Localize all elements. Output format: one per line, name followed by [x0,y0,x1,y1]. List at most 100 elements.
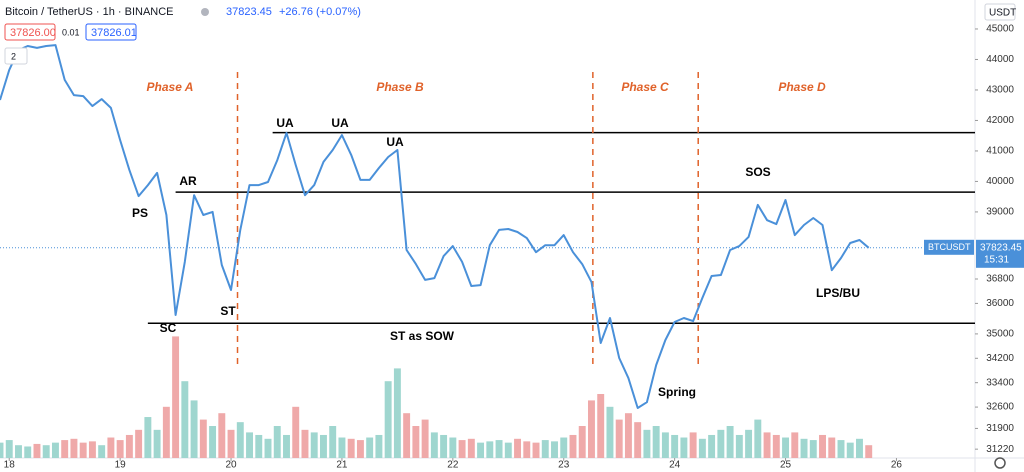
volume-bar [588,400,595,458]
annotation: SOS [745,165,770,179]
ask[interactable]: 37826.01 [91,27,137,39]
volume-bar [569,434,577,458]
volume-bar [440,434,448,458]
x-tick-label: 18 [4,460,16,471]
volume-bar [819,434,826,458]
volume-bar [79,442,87,458]
currency[interactable]: USDT [989,8,1016,19]
volume-bar [754,419,762,458]
volume-bar [661,432,669,458]
volume-bar [236,422,244,458]
volume-bar [726,426,734,458]
volume-bar [125,434,133,458]
status-dot [201,8,209,16]
volume-bar [209,426,217,458]
x-tick-label: 20 [225,460,237,471]
volume-bar [181,381,189,458]
bid[interactable]: 37826.00 [10,27,56,39]
indicator-count[interactable]: 2 [11,51,16,61]
volume-bar [467,438,475,458]
volume-bar [772,434,780,458]
y-tick-label: 44000 [986,54,1014,65]
volume-bar [347,438,355,458]
volume-bar [708,434,716,458]
volume-bar [865,445,873,458]
volume-bar [227,429,235,458]
volume-bar [144,417,152,458]
price-tag-value: 37823.45 [980,242,1022,253]
x-tick-label: 23 [558,460,570,471]
volume-bar [671,434,679,458]
volume-bar [541,440,549,458]
annotation: ST as SOW [390,329,455,343]
volume-bar [218,413,226,458]
volume-bar [116,440,124,458]
annotation: UA [386,135,404,149]
volume-bar [5,440,13,458]
volume-bar [551,441,558,458]
volume-bar [477,442,485,458]
annotation: UA [331,116,349,130]
volume-bar [384,381,392,458]
phase-label: Phase D [778,80,826,94]
volume-bar [190,400,198,458]
volume-bar [283,434,290,458]
volume-bar [514,438,522,458]
volume-bar [255,434,263,458]
annotation: LPS/BU [816,286,860,300]
x-tick-label: 19 [115,460,127,471]
volume-bar [634,422,642,458]
header: Bitcoin / TetherUS · 1h · BINANCE 37823.… [4,3,1016,469]
volume-bar [24,446,32,458]
annotation: ST [220,304,236,318]
price-tag-bg [976,239,1024,268]
price-tag-time: 15:31 [984,254,1009,265]
volume-bar [735,434,743,458]
volume-bar [504,442,512,458]
annotation: AR [179,174,197,188]
y-tick-label: 33400 [986,377,1014,388]
volume-bar [846,442,854,458]
volume-bar [615,419,623,458]
volume-bar [107,437,115,458]
y-tick-label: 35000 [986,329,1014,340]
volume-bar [15,445,22,458]
ask-box[interactable] [85,23,137,41]
volume-bar [763,432,771,458]
volume-bar [310,432,318,458]
price-tag-name: BTCUSDT [928,242,971,252]
volume-bar [356,440,364,458]
bid-box[interactable] [4,23,56,41]
volume-bar [606,406,614,458]
price-axis-bg [975,0,1024,472]
y-tick-label: 32600 [986,402,1014,413]
volume-bar [809,440,817,458]
volume-bar [449,437,457,458]
volume-bar [273,426,281,458]
phase-label: Phase C [621,80,669,94]
volume-bar [698,438,706,458]
settings-icon[interactable] [994,457,1006,469]
volume-bar [264,438,272,458]
indicator-toggle[interactable] [4,47,28,65]
volume-bar [828,437,836,458]
y-tick-label: 31900 [986,423,1014,434]
phase-label: Phase A [147,80,194,94]
y-tick-label: 36800 [986,274,1014,285]
x-tick-label: 22 [447,460,459,471]
volume-bar [51,442,59,458]
volume-bar [532,442,540,458]
y-tick-label: 45000 [986,24,1014,35]
y-tick-label: 31220 [986,444,1014,455]
price-line [0,44,870,409]
volume-bar [412,426,420,458]
volume-bar [430,432,438,458]
currency-box[interactable] [984,3,1016,21]
volume-bar [301,429,309,458]
symbol: Bitcoin / TetherUS · 1h · BINANCE [5,6,174,18]
plot: Phase A Phase B Phase C Phase D PS AR SC ST UA UA… [0,44,975,458]
volume-bar [403,413,411,458]
volume-bar [597,394,605,458]
y-tick-label: 40000 [986,176,1014,187]
volume-bar [319,434,327,458]
